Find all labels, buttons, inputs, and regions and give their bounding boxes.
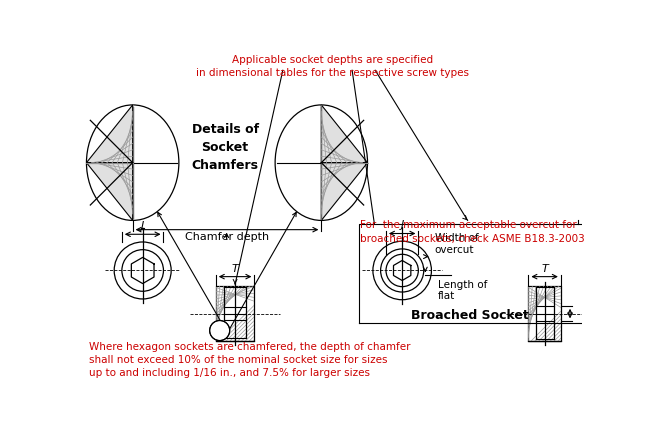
Text: For  the maximum acceptable overcut for
broached sockets, check ASME B18.3-2003: For the maximum acceptable overcut for b… xyxy=(360,220,584,244)
Polygon shape xyxy=(86,162,133,220)
Polygon shape xyxy=(321,162,367,220)
Text: Width of
overcut: Width of overcut xyxy=(435,233,478,255)
Polygon shape xyxy=(529,286,561,341)
Polygon shape xyxy=(216,286,254,341)
Text: Chamfer depth: Chamfer depth xyxy=(185,232,269,242)
Circle shape xyxy=(210,321,229,340)
Text: T: T xyxy=(541,264,548,274)
Text: Details of
Socket
Chamfers: Details of Socket Chamfers xyxy=(192,123,259,172)
Text: T: T xyxy=(232,264,238,274)
Polygon shape xyxy=(224,287,246,338)
Text: Broached Socket: Broached Socket xyxy=(411,309,528,321)
Polygon shape xyxy=(321,105,367,162)
Text: J: J xyxy=(400,220,404,230)
Text: Length of
flat: Length of flat xyxy=(437,280,487,301)
Text: Applicable socket depths are specified
in dimensional tables for the respective : Applicable socket depths are specified i… xyxy=(196,55,469,78)
Text: J: J xyxy=(141,221,145,231)
Polygon shape xyxy=(536,287,553,339)
Text: Where hexagon sockets are chamfered, the depth of chamfer
shall not exceed 10% o: Where hexagon sockets are chamfered, the… xyxy=(89,342,410,378)
Polygon shape xyxy=(86,105,133,162)
